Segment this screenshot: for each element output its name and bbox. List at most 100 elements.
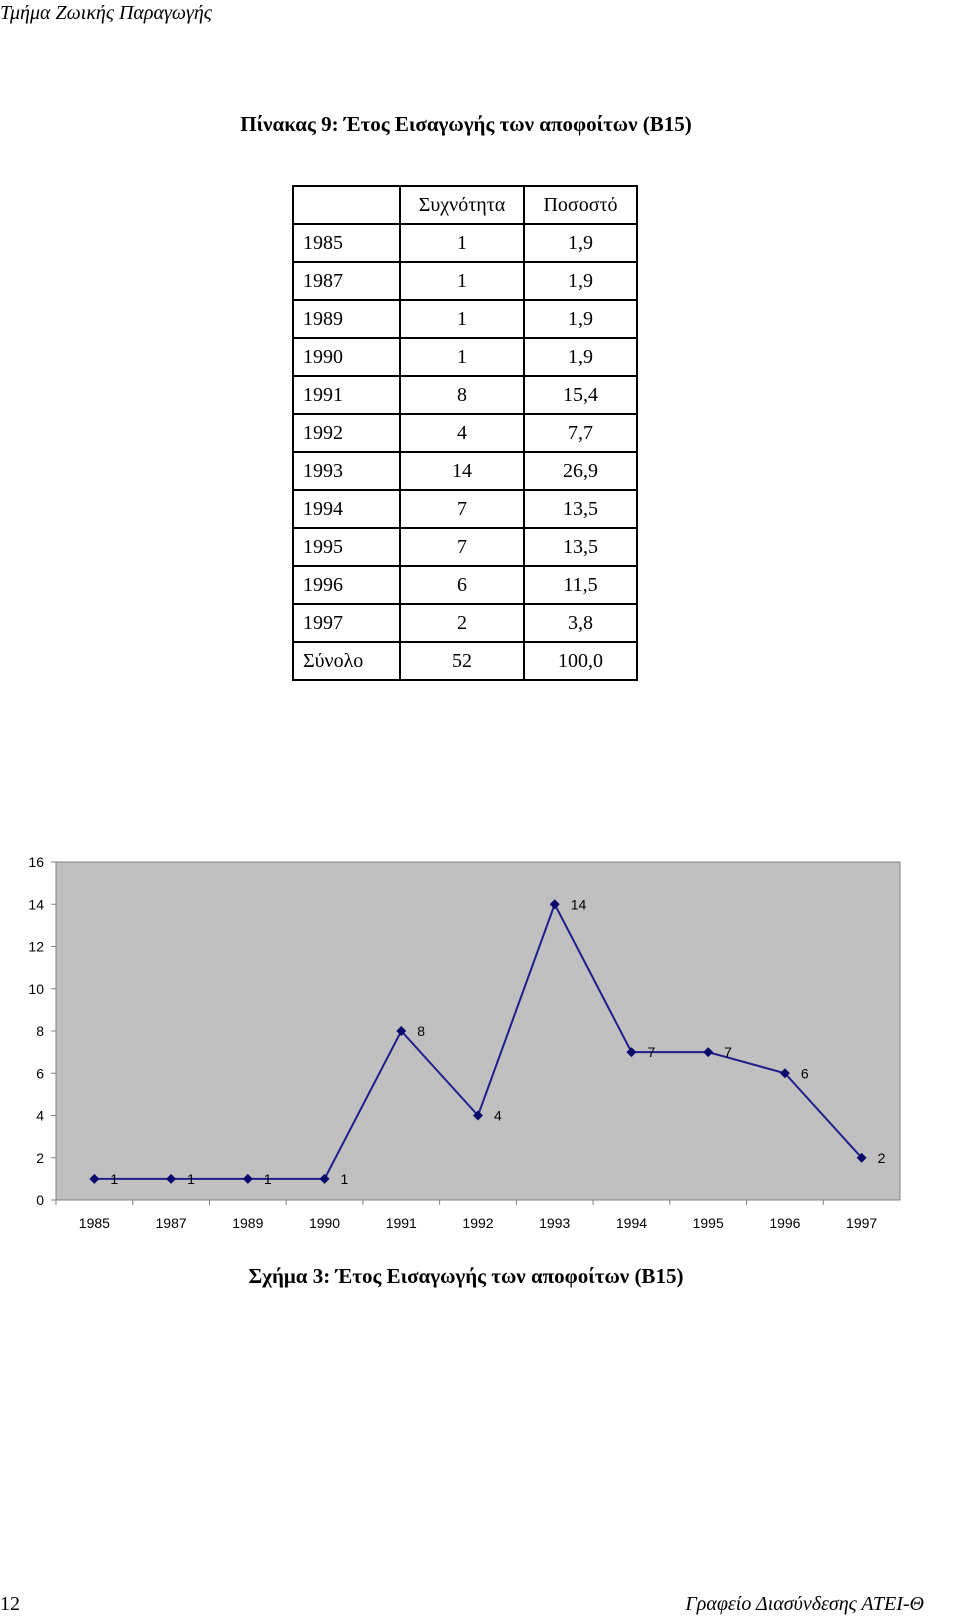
table-cell-percent: 7,7 (523, 413, 638, 453)
running-header: Τμήμα Ζωικής Παραγωγής (0, 2, 212, 24)
figure-caption: Σχήμα 3: Έτος Εισαγωγής των αποφοίτων (Β… (248, 1264, 684, 1288)
x-tick-label: 1993 (539, 1215, 570, 1231)
y-tick-label: 4 (36, 1108, 44, 1124)
frequency-table: Συχνότητα Ποσοστό 1985 1 1,9 1987 1 1,9 … (292, 185, 638, 681)
table-cell-year: 1994 (292, 489, 401, 529)
x-tick-label: 1992 (462, 1215, 493, 1231)
table-cell-year: 1992 (292, 413, 401, 453)
x-tick-label: 1987 (156, 1215, 187, 1231)
data-point-marker (396, 1026, 407, 1036)
table-cell-year: 1985 (292, 223, 401, 263)
x-tick-label: 1991 (386, 1215, 417, 1231)
table-cell-frequency: 6 (399, 565, 525, 605)
x-tick-label: 1985 (79, 1215, 110, 1231)
table-cell-year: 1995 (292, 527, 401, 567)
x-tick-label: 1996 (769, 1215, 800, 1231)
table-cell-year: 1996 (292, 565, 401, 605)
table-row: 1987 1 1,9 (292, 261, 638, 301)
y-tick-label: 16 (28, 854, 44, 870)
table-row-total: Σύνολο 52 100,0 (292, 641, 638, 681)
data-point-marker (626, 1047, 637, 1058)
data-label: 14 (571, 896, 587, 912)
data-label: 4 (494, 1108, 502, 1124)
table-row: 1994 7 13,5 (292, 489, 638, 529)
data-label: 2 (878, 1150, 886, 1166)
table-header-frequency: Συχνότητα (399, 185, 525, 225)
x-tick-label: 1989 (232, 1215, 263, 1231)
table-row: 1985 1 1,9 (292, 223, 638, 263)
table-cell-year: 1989 (292, 299, 401, 339)
y-tick-label: 14 (28, 896, 44, 912)
table-row: 1995 7 13,5 (292, 527, 638, 567)
table-cell-frequency: 4 (399, 413, 525, 453)
table-header-blank (292, 185, 401, 225)
table-cell-percent: 1,9 (523, 223, 638, 263)
y-tick-label: 0 (36, 1192, 44, 1208)
table-cell-percent: 1,9 (523, 299, 638, 339)
y-tick-label: 6 (36, 1065, 44, 1081)
table-cell-year: 1991 (292, 375, 401, 415)
y-tick-label: 2 (36, 1150, 44, 1166)
table-cell-year: 1997 (292, 603, 401, 643)
table-cell-frequency: 1 (399, 299, 525, 339)
table-cell-percent: 1,9 (523, 337, 638, 377)
table-cell-frequency: 1 (399, 337, 525, 377)
table-header-percent: Ποσοστό (523, 185, 638, 225)
data-point-marker (319, 1173, 330, 1184)
table-cell-frequency: 14 (399, 451, 525, 491)
table-cell-frequency: 1 (399, 261, 525, 301)
table-cell-year: 1993 (292, 451, 401, 491)
data-point-marker (242, 1173, 253, 1184)
table-header-row: Συχνότητα Ποσοστό (292, 185, 638, 225)
y-tick-label: 12 (28, 939, 44, 955)
data-point-marker (549, 899, 560, 910)
table-cell-total-percent: 100,0 (523, 641, 638, 681)
table-cell-percent: 11,5 (523, 565, 638, 605)
data-point-marker (473, 1110, 483, 1121)
table-row: 1993 14 26,9 (292, 451, 638, 491)
table-cell-frequency: 2 (399, 603, 525, 643)
data-point-marker (166, 1173, 177, 1184)
y-tick-label: 10 (28, 981, 44, 997)
table-cell-percent: 13,5 (523, 489, 638, 529)
y-tick-label: 8 (36, 1023, 44, 1039)
data-point-marker (856, 1152, 867, 1163)
data-label: 1 (341, 1171, 349, 1187)
table-cell-percent: 26,9 (523, 451, 638, 491)
table-cell-percent: 15,4 (523, 375, 638, 415)
table-cell-percent: 1,9 (523, 261, 638, 301)
table-row: 1997 2 3,8 (292, 603, 638, 643)
footer-office: Γραφείο Διασύνδεσης ΑΤΕΙ-Θ (685, 1593, 924, 1615)
table-row: 1991 8 15,4 (292, 375, 638, 415)
x-tick-label: 1995 (693, 1215, 724, 1231)
table-cell-total-label: Σύνολο (292, 641, 401, 681)
table-row: 1996 6 11,5 (292, 565, 638, 605)
table-cell-year: 1990 (292, 337, 401, 377)
table-cell-frequency: 8 (399, 375, 525, 415)
table-cell-frequency: 1 (399, 223, 525, 263)
table-cell-percent: 13,5 (523, 527, 638, 567)
data-label: 7 (647, 1044, 655, 1060)
table-title: Πίνακας 9: Έτος Εισαγωγής των αποφοίτων … (240, 112, 692, 136)
table-cell-frequency: 7 (399, 527, 525, 567)
data-label: 7 (724, 1044, 732, 1060)
x-tick-label: 1990 (309, 1215, 340, 1231)
table-cell-year: 1987 (292, 261, 401, 301)
data-label: 1 (187, 1171, 195, 1187)
data-label: 1 (110, 1171, 118, 1187)
table-row: 1990 1 1,9 (292, 337, 638, 377)
table-cell-percent: 3,8 (523, 603, 638, 643)
data-label: 8 (417, 1023, 425, 1039)
table-cell-frequency: 7 (399, 489, 525, 529)
data-label: 1 (264, 1171, 272, 1187)
x-tick-label: 1994 (616, 1215, 647, 1231)
x-tick-label: 1997 (846, 1215, 877, 1231)
table-row: 1992 4 7,7 (292, 413, 638, 453)
data-label: 6 (801, 1065, 809, 1081)
data-point-marker (779, 1068, 790, 1079)
page-number: 12 (0, 1593, 20, 1615)
data-point-marker (89, 1173, 100, 1184)
table-cell-total-frequency: 52 (399, 641, 525, 681)
plot-area (55, 861, 901, 1201)
